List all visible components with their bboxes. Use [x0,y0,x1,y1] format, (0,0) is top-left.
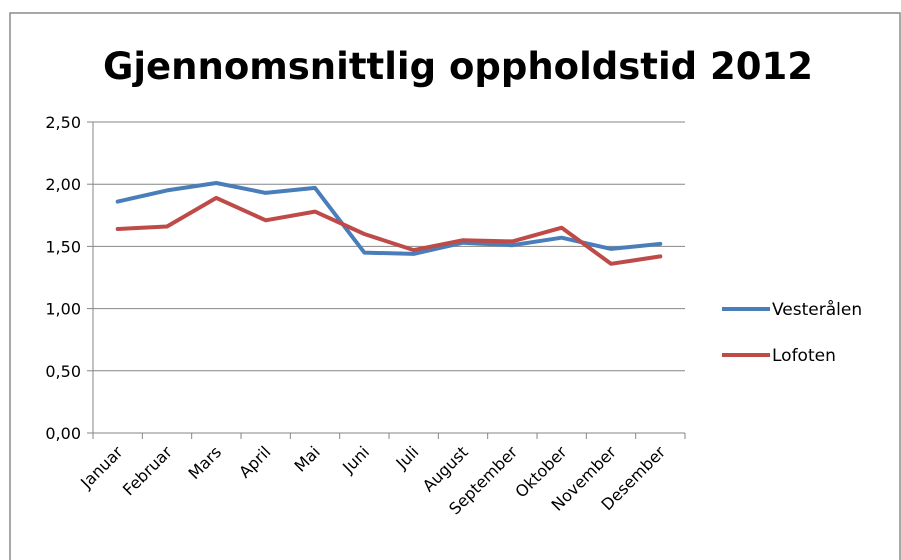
legend-label: Lofoten [772,346,836,366]
y-tick-label: 1,50 [45,237,81,256]
y-tick-label: 1,00 [45,300,81,319]
y-tick-label: 0,50 [45,362,81,381]
legend-label: Vesterålen [772,299,862,320]
chart-title: Gjennomsnittlig oppholdstid 2012 [103,45,813,88]
y-tick-label: 2,00 [45,175,81,194]
y-tick-label: 0,00 [45,424,81,443]
y-tick-label: 2,50 [45,113,81,132]
